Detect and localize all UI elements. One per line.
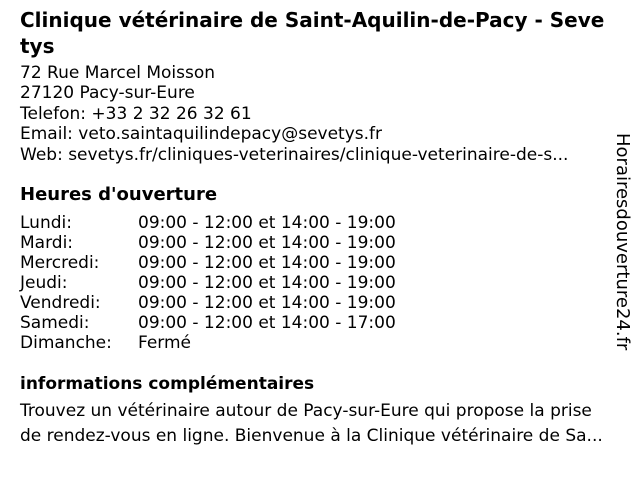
day-label: Samedi: <box>20 313 90 333</box>
additional-info-heading: informations complémentaires <box>20 374 315 394</box>
day-label: Vendredi: <box>20 293 101 313</box>
opening-hours-table: Lundi: 09:00 - 12:00 et 14:00 - 19:00 Ma… <box>20 213 396 353</box>
hours-row-saturday: Samedi: 09:00 - 12:00 et 14:00 - 17:00 <box>20 313 396 333</box>
day-label: Dimanche: <box>20 333 112 353</box>
opening-hours-heading: Heures d'ouverture <box>20 184 218 205</box>
hours-value: 09:00 - 12:00 et 14:00 - 19:00 <box>138 273 396 293</box>
page-title-line-1: Clinique vétérinaire de Saint-Aquilin-de… <box>20 8 605 32</box>
info-text-line-2: de rendez-vous en ligne. Bienvenue à la … <box>20 426 603 446</box>
website-line: Web: sevetys.fr/cliniques-veterinaires/c… <box>20 144 569 165</box>
site-watermark-vertical-link[interactable]: Horairesdouverture24.fr <box>612 133 633 351</box>
page-title-line-2: tys <box>20 34 55 58</box>
hours-row-sunday: Dimanche: Fermé <box>20 333 396 353</box>
phone-line: Telefon: +33 2 32 26 32 61 <box>20 103 252 124</box>
info-text-line-1: Trouvez un vétérinaire autour de Pacy-su… <box>20 401 592 421</box>
hours-row-friday: Vendredi: 09:00 - 12:00 et 14:00 - 19:00 <box>20 293 396 313</box>
day-label: Lundi: <box>20 213 72 233</box>
hours-value: 09:00 - 12:00 et 14:00 - 19:00 <box>138 213 396 233</box>
day-label: Mercredi: <box>20 253 100 273</box>
day-label: Mardi: <box>20 233 74 253</box>
hours-row-thursday: Jeudi: 09:00 - 12:00 et 14:00 - 19:00 <box>20 273 396 293</box>
hours-row-monday: Lundi: 09:00 - 12:00 et 14:00 - 19:00 <box>20 213 396 233</box>
contact-block: 72 Rue Marcel Moisson 27120 Pacy-sur-Eur… <box>20 63 568 165</box>
hours-row-tuesday: Mardi: 09:00 - 12:00 et 14:00 - 19:00 <box>20 233 396 253</box>
page-title: Clinique vétérinaire de Saint-Aquilin-de… <box>20 7 604 59</box>
email-line: Email: veto.saintaquilindepacy@sevetys.f… <box>20 124 383 145</box>
day-label: Jeudi: <box>20 273 68 293</box>
hours-value: 09:00 - 12:00 et 14:00 - 19:00 <box>138 293 396 313</box>
additional-info-text: Trouvez un vétérinaire autour de Pacy-su… <box>20 399 603 449</box>
address-city: 27120 Pacy-sur-Eure <box>20 83 195 104</box>
hours-row-wednesday: Mercredi: 09:00 - 12:00 et 14:00 - 19:00 <box>20 253 396 273</box>
hours-value: 09:00 - 12:00 et 14:00 - 19:00 <box>138 253 396 273</box>
hours-value: 09:00 - 12:00 et 14:00 - 17:00 <box>138 313 396 333</box>
hours-value: 09:00 - 12:00 et 14:00 - 19:00 <box>138 233 396 253</box>
hours-value: Fermé <box>138 333 192 353</box>
address-street: 72 Rue Marcel Moisson <box>20 63 216 83</box>
